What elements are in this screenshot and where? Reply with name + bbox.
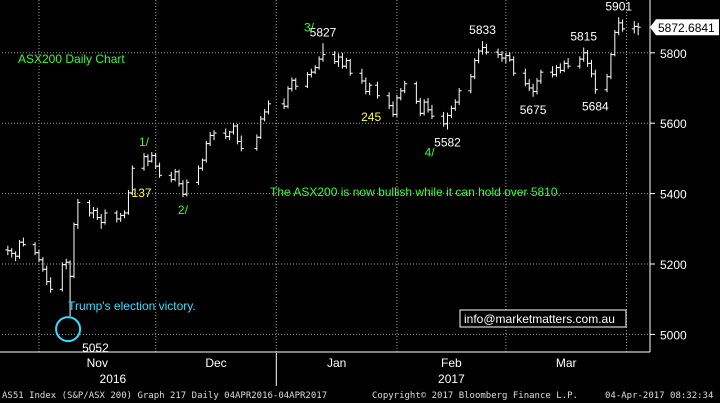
footer-timestamp: 04-Apr-2017 08:32:34 [605,391,713,401]
ohlc-bar [429,104,435,119]
x-month-label: Nov [87,356,108,370]
contact-box[interactable]: info@marketmatters.com.au [459,309,627,328]
point-count-label: 137 [132,186,152,200]
ohlc-bar [592,69,598,94]
ohlc-bar [238,135,244,152]
y-tick-label: 5200 [660,258,687,272]
commentary-text: The ASX200 is now bullish while it can h… [270,185,561,199]
x-year-label: 2016 [100,372,127,386]
ohlc-bar [129,165,135,196]
ohlc-bar [635,22,641,36]
ohlc-bar [483,44,489,55]
price-level-label: 5901 [605,0,632,13]
ohlc-bar [211,130,217,141]
ohlc-bar [75,198,81,229]
ohlc-bar [402,80,408,94]
ohlc-bar [157,162,163,178]
x-year-label: 2017 [438,372,465,386]
x-month-label: Mar [556,356,577,370]
last-price-box [650,19,719,36]
last-price-tag: 5872.6841 [650,19,719,36]
y-tick-label: 5800 [660,47,687,61]
ohlc-bar [511,56,517,76]
gridlines [2,0,650,352]
price-level-label: 5833 [469,23,496,37]
price-level-label: 5052 [82,341,109,355]
price-level-label: 5827 [310,25,337,39]
point-count-label: 245 [361,110,381,124]
ohlc-bar [620,19,626,32]
price-level-label: 5582 [434,136,461,150]
wave-count-label: 2/ [178,203,189,217]
wave-count-label: 1/ [139,135,150,149]
price-bars [5,17,641,317]
price-level-label: 5684 [582,100,609,114]
y-tick-label: 5600 [660,117,687,131]
footer-security-info: AS51 Index (S&P/ASX 200) Graph 217 Daily… [2,391,327,401]
ohlc-bar [320,43,326,62]
ohlc-bar [48,277,54,293]
contact-email[interactable]: info@marketmatters.com.au [464,312,615,326]
ohlc-bar [374,81,380,99]
ohlc-bar [565,58,571,69]
annotations: 5827 5833 5815 5901 5675 5684 5582 5052 1/2/3/4/… [55,0,632,355]
footer-copyright: Copyright© 2017 Bloomberg Finance L.P. [372,391,578,401]
ohlc-bar [184,179,190,197]
footer-bar: AS51 Index (S&P/ASX 200) Graph 217 Daily… [0,386,720,403]
ohlc-bar [266,100,272,115]
axes: 5000 5200 5400 5600 5800 Nov Dec Jan Feb Mar 2016 2… [0,0,719,386]
event-label: Trump's election victory. [68,299,196,313]
y-tick-label: 5400 [660,188,687,202]
last-price-label: 5872.6841 [658,21,715,35]
x-month-label: Feb [441,356,462,370]
ohlc-bar [102,209,108,225]
chart-title: ASX200 Daily Chart [18,52,125,66]
wave-count-label: 4/ [425,146,436,160]
ohlc-bar [538,69,544,84]
event-circle [55,316,82,343]
y-tick-label: 5000 [660,328,687,342]
ohlc-bar [20,237,26,247]
price-level-label: 5815 [570,30,597,44]
wave-count-label: 3/ [304,20,315,34]
ohlc-bar [293,78,299,90]
x-month-label: Dec [205,356,226,370]
ohlc-bar [367,82,373,96]
ohlc-bar [347,59,353,76]
ohlc-bar [456,88,462,105]
x-month-label: Jan [327,356,346,370]
price-level-label: 5675 [520,103,547,117]
